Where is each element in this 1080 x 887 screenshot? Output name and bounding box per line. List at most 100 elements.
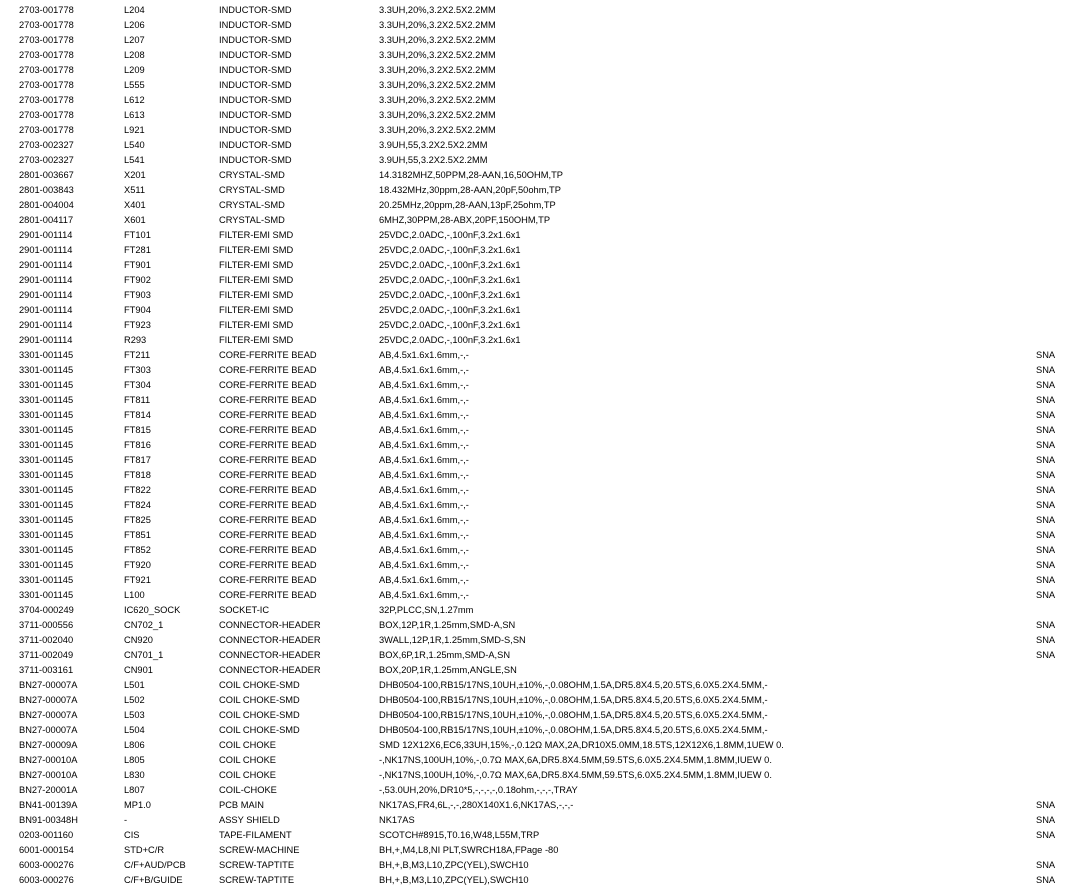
component-type: COIL CHOKE: [219, 770, 379, 780]
reference: FT816: [124, 440, 219, 450]
part-number: 2703-001778: [0, 35, 124, 45]
table-row: 2703-002327L540INDUCTOR-SMD3.9UH,55,3.2X…: [0, 137, 1080, 152]
status: SNA: [1036, 875, 1080, 885]
reference: X401: [124, 200, 219, 210]
table-row: BN27-00010AL830COIL CHOKE-,NK17NS,100UH,…: [0, 767, 1080, 782]
component-type: CORE-FERRITE BEAD: [219, 470, 379, 480]
reference: FT304: [124, 380, 219, 390]
description: AB,4.5x1.6x1.6mm,-,-: [379, 425, 1036, 435]
part-number: 3301-001145: [0, 350, 124, 360]
reference: L830: [124, 770, 219, 780]
component-type: INDUCTOR-SMD: [219, 35, 379, 45]
component-type: COIL CHOKE: [219, 740, 379, 750]
reference: CN901: [124, 665, 219, 675]
part-number: BN41-00139A: [0, 800, 124, 810]
status: SNA: [1036, 410, 1080, 420]
reference: FT101: [124, 230, 219, 240]
table-row: 2703-001778L613INDUCTOR-SMD3.3UH,20%,3.2…: [0, 107, 1080, 122]
reference: FT825: [124, 515, 219, 525]
description: BH,+,B,M3,L10,ZPC(YEL),SWCH10: [379, 875, 1036, 885]
part-number: 2703-001778: [0, 50, 124, 60]
part-number: BN27-00007A: [0, 680, 124, 690]
reference: L540: [124, 140, 219, 150]
component-type: INDUCTOR-SMD: [219, 95, 379, 105]
description: SMD 12X12X6,EC6,33UH,15%,-,0.12Ω MAX,2A,…: [379, 740, 1036, 750]
table-row: BN27-00007AL504COIL CHOKE-SMDDHB0504-100…: [0, 722, 1080, 737]
reference: L100: [124, 590, 219, 600]
reference: FT211: [124, 350, 219, 360]
reference: C/F+B/GUIDE: [124, 875, 219, 885]
reference: L806: [124, 740, 219, 750]
description: 3.3UH,20%,3.2X2.5X2.2MM: [379, 50, 1036, 60]
table-row: 2703-001778L204INDUCTOR-SMD3.3UH,20%,3.2…: [0, 2, 1080, 17]
part-number: 3301-001145: [0, 500, 124, 510]
table-row: 2703-001778L208INDUCTOR-SMD3.3UH,20%,3.2…: [0, 47, 1080, 62]
table-row: BN91-00348H-ASSY SHIELDNK17ASSNA: [0, 812, 1080, 827]
reference: L208: [124, 50, 219, 60]
component-type: CONNECTOR-HEADER: [219, 620, 379, 630]
status: SNA: [1036, 395, 1080, 405]
part-number: 2901-001114: [0, 275, 124, 285]
table-row: BN27-00010AL805COIL CHOKE-,NK17NS,100UH,…: [0, 752, 1080, 767]
description: 3.3UH,20%,3.2X2.5X2.2MM: [379, 95, 1036, 105]
component-type: INDUCTOR-SMD: [219, 20, 379, 30]
table-row: 2703-001778L207INDUCTOR-SMD3.3UH,20%,3.2…: [0, 32, 1080, 47]
component-type: CORE-FERRITE BEAD: [219, 410, 379, 420]
reference: FT814: [124, 410, 219, 420]
part-number: 2703-001778: [0, 95, 124, 105]
component-type: CORE-FERRITE BEAD: [219, 365, 379, 375]
description: BOX,12P,1R,1.25mm,SMD-A,SN: [379, 620, 1036, 630]
reference: FT851: [124, 530, 219, 540]
status: SNA: [1036, 800, 1080, 810]
reference: STD+C/R: [124, 845, 219, 855]
description: 14.3182MHZ,50PPM,28-AAN,16,50OHM,TP: [379, 170, 1036, 180]
status: SNA: [1036, 485, 1080, 495]
part-number: 2901-001114: [0, 230, 124, 240]
description: 25VDC,2.0ADC,-,100nF,3.2x1.6x1: [379, 305, 1036, 315]
component-type: FILTER-EMI SMD: [219, 290, 379, 300]
description: 3.3UH,20%,3.2X2.5X2.2MM: [379, 110, 1036, 120]
part-number: 3301-001145: [0, 515, 124, 525]
reference: FT903: [124, 290, 219, 300]
reference: FT852: [124, 545, 219, 555]
part-number: 2703-001778: [0, 5, 124, 15]
part-number: BN27-00007A: [0, 725, 124, 735]
component-type: CORE-FERRITE BEAD: [219, 560, 379, 570]
table-row: 3301-001145FT211CORE-FERRITE BEADAB,4.5x…: [0, 347, 1080, 362]
part-number: BN27-00007A: [0, 710, 124, 720]
status: SNA: [1036, 590, 1080, 600]
component-type: COIL CHOKE: [219, 755, 379, 765]
status: SNA: [1036, 560, 1080, 570]
status: SNA: [1036, 425, 1080, 435]
part-number: 3301-001145: [0, 485, 124, 495]
description: NK17AS,FR4,6L,-,-,280X140X1.6,NK17AS,-,-…: [379, 800, 1036, 810]
table-row: 2801-004004X401CRYSTAL-SMD20.25MHz,20ppm…: [0, 197, 1080, 212]
table-row: 3301-001145FT852CORE-FERRITE BEADAB,4.5x…: [0, 542, 1080, 557]
component-type: CORE-FERRITE BEAD: [219, 530, 379, 540]
component-type: SCREW-TAPTITE: [219, 875, 379, 885]
component-type: CORE-FERRITE BEAD: [219, 500, 379, 510]
description: -,53.0UH,20%,DR10*5,-,-,-,-,0.18ohm,-,-,…: [379, 785, 1036, 795]
description: 32P,PLCC,SN,1.27mm: [379, 605, 1036, 615]
parts-table: 2703-001778L204INDUCTOR-SMD3.3UH,20%,3.2…: [0, 0, 1080, 887]
reference: X201: [124, 170, 219, 180]
component-type: TAPE-FILAMENT: [219, 830, 379, 840]
table-row: 3301-001145FT851CORE-FERRITE BEADAB,4.5x…: [0, 527, 1080, 542]
component-type: CRYSTAL-SMD: [219, 215, 379, 225]
part-number: 3301-001145: [0, 410, 124, 420]
table-row: 2703-001778L612INDUCTOR-SMD3.3UH,20%,3.2…: [0, 92, 1080, 107]
component-type: FILTER-EMI SMD: [219, 275, 379, 285]
reference: FT818: [124, 470, 219, 480]
table-row: 2901-001114R293FILTER-EMI SMD25VDC,2.0AD…: [0, 332, 1080, 347]
table-row: 3301-001145FT817CORE-FERRITE BEADAB,4.5x…: [0, 452, 1080, 467]
part-number: 2801-003843: [0, 185, 124, 195]
status: SNA: [1036, 350, 1080, 360]
reference: FT921: [124, 575, 219, 585]
component-type: INDUCTOR-SMD: [219, 50, 379, 60]
part-number: 3711-002040: [0, 635, 124, 645]
status: SNA: [1036, 860, 1080, 870]
part-number: 3301-001145: [0, 575, 124, 585]
table-row: 2901-001114FT901FILTER-EMI SMD25VDC,2.0A…: [0, 257, 1080, 272]
reference: FT904: [124, 305, 219, 315]
part-number: 2703-001778: [0, 20, 124, 30]
